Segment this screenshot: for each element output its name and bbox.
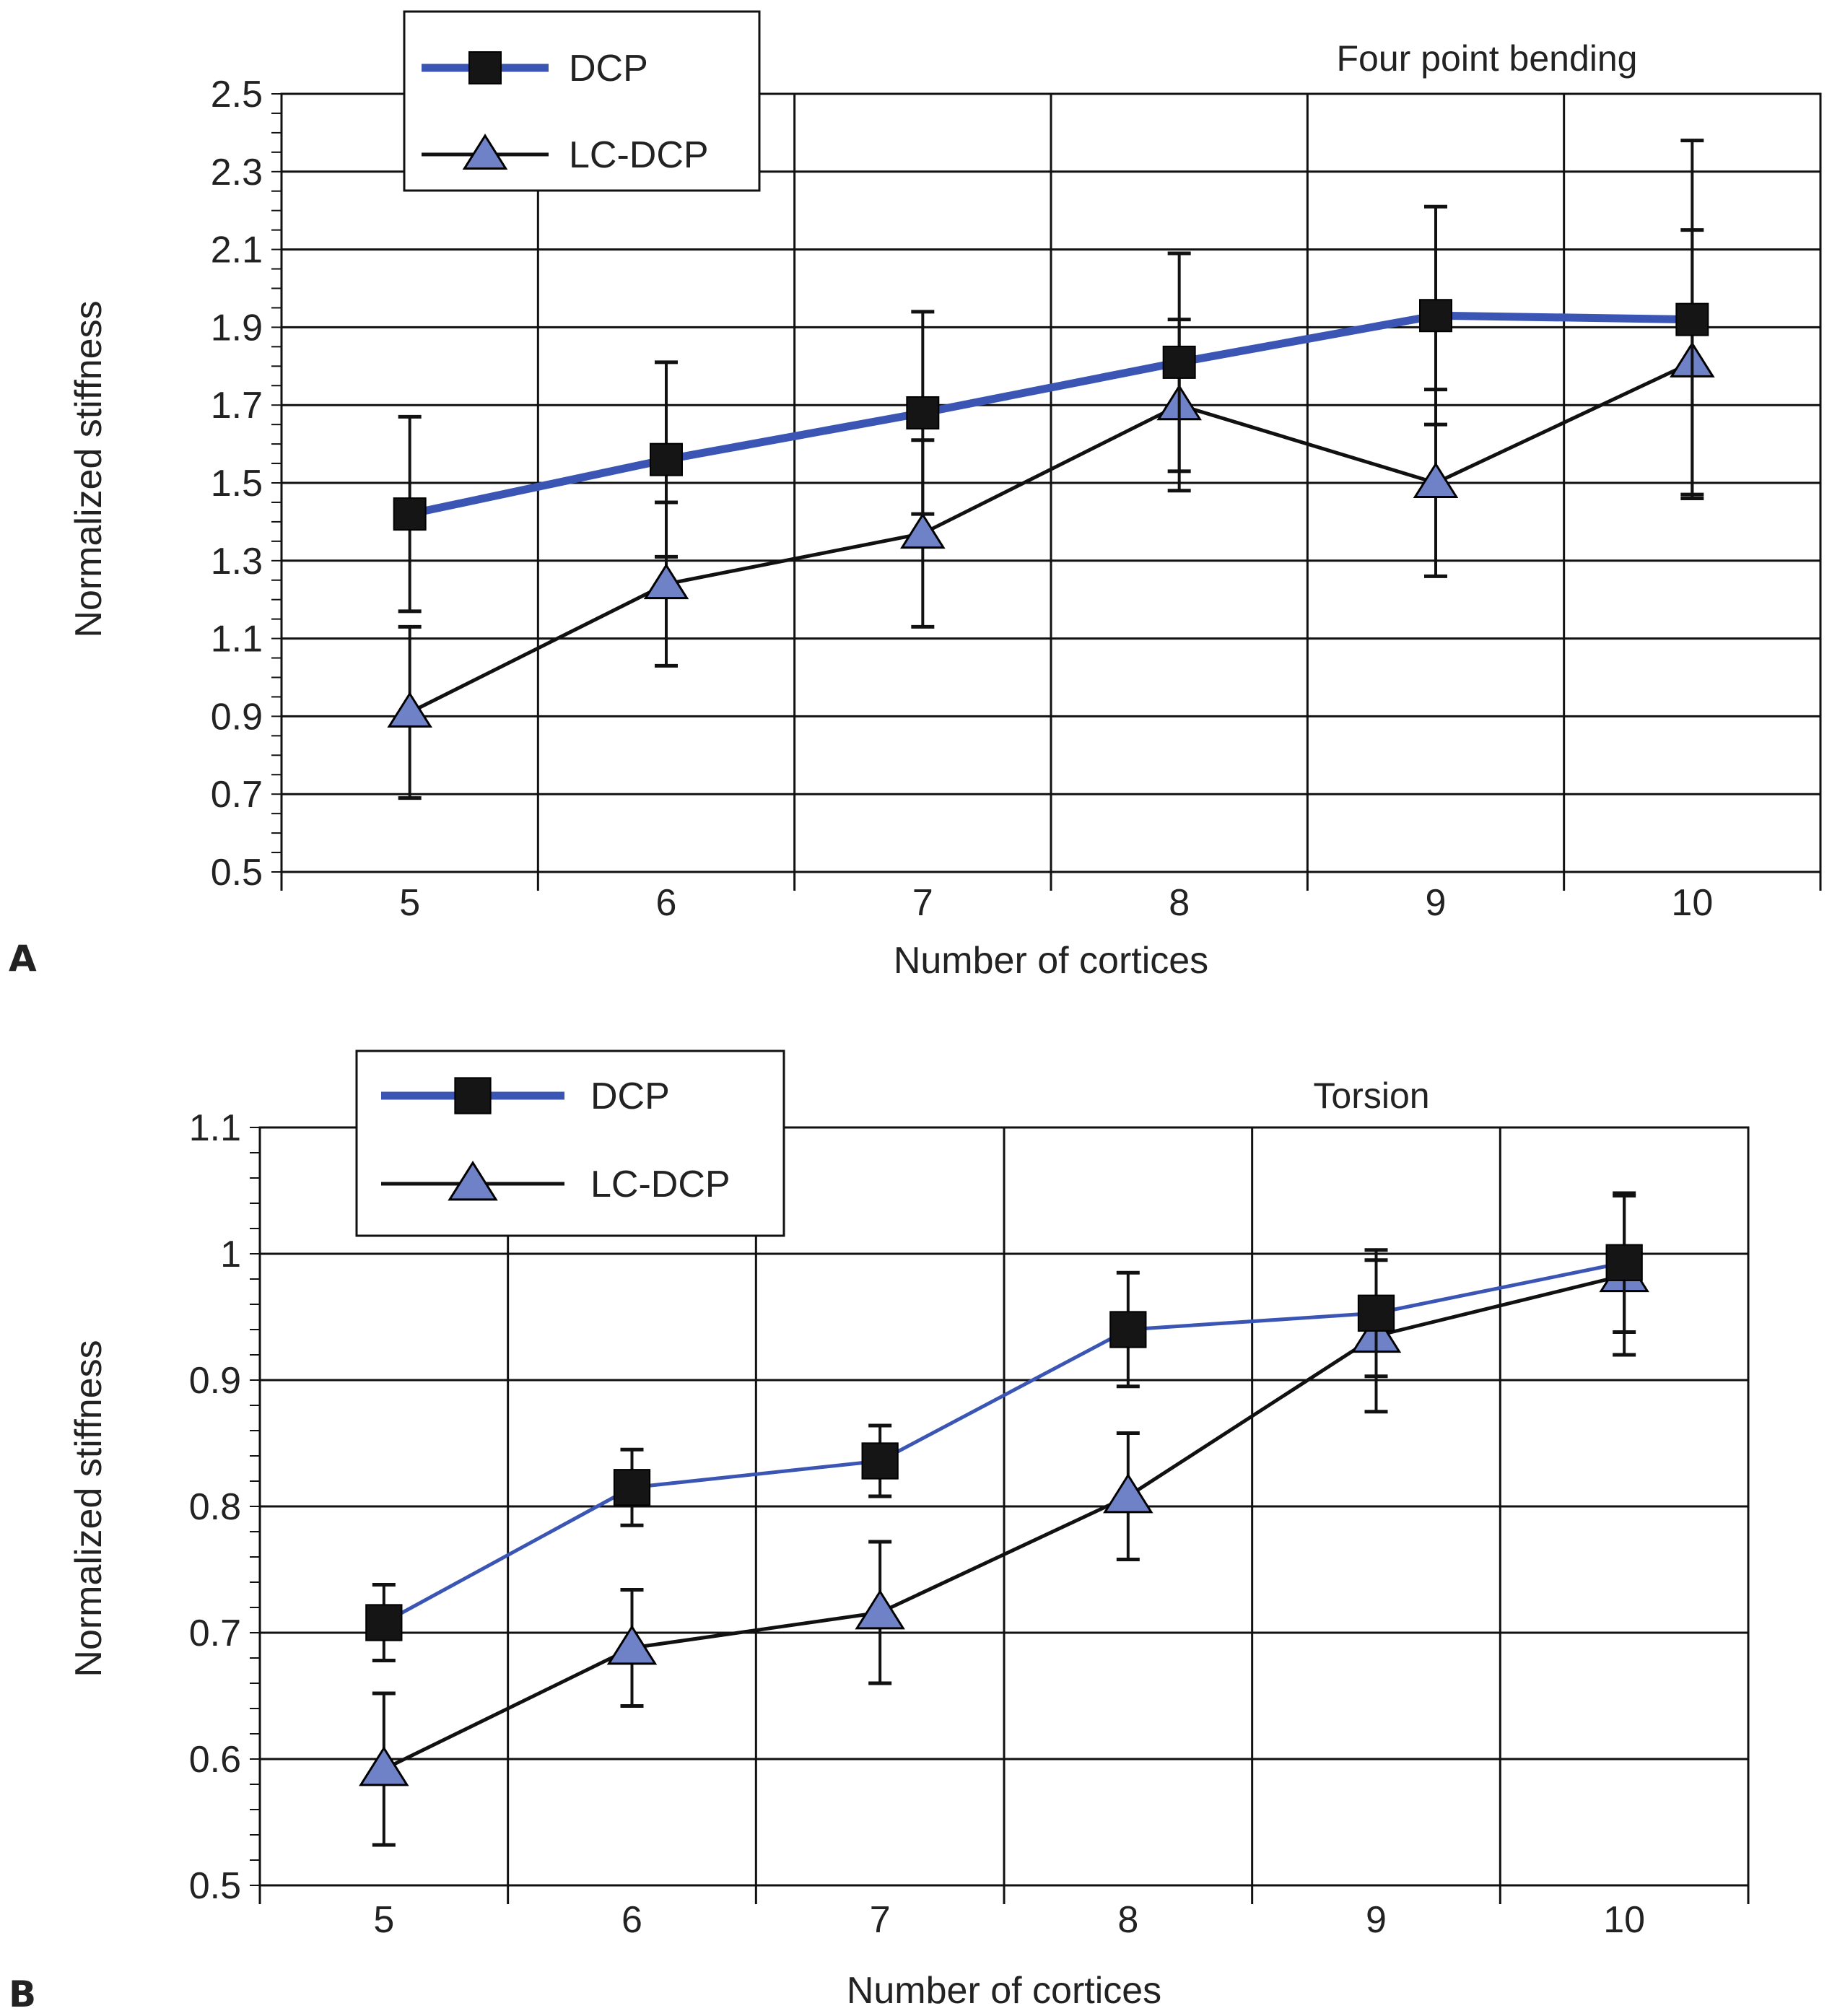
- data-point: [906, 396, 940, 429]
- data-point: [387, 691, 432, 728]
- x-axis-title: Number of cortices: [847, 1970, 1161, 2012]
- x-tick-label: 7: [912, 882, 933, 924]
- data-point: [365, 1604, 403, 1641]
- panel-letter-b: B: [9, 1973, 36, 2015]
- legend-label-lc-dcp: LC-DCP: [590, 1164, 730, 1205]
- x-tick-label: 6: [656, 882, 677, 924]
- series-line: [409, 360, 1693, 715]
- legend-marker-triangle: [462, 134, 508, 170]
- data-point: [855, 1589, 905, 1630]
- y-tick-label: 2.3: [211, 152, 263, 193]
- data-point: [1109, 1311, 1147, 1348]
- x-tick-label: 6: [621, 1899, 642, 1941]
- data-point: [1162, 345, 1196, 379]
- data-point: [359, 1746, 409, 1786]
- data-point: [393, 497, 427, 531]
- data-point: [1103, 1473, 1153, 1514]
- y-tick-label: 1.1: [189, 1107, 241, 1149]
- x-tick-label: 8: [1117, 1899, 1138, 1941]
- data-point: [861, 1442, 899, 1480]
- y-axis-title: Normalized stiffness: [68, 300, 110, 637]
- y-tick-label: 2.5: [211, 74, 263, 115]
- data-point: [1419, 299, 1452, 333]
- data-point: [1675, 302, 1709, 336]
- legend-box: [355, 1050, 785, 1237]
- y-tick-label: 0.8: [189, 1486, 241, 1528]
- chart-panel-b: 0.5 0.6 0.7 0.8 0.9 1 1.1 5 6 7 8 9 10 Number of cort…: [68, 1050, 1750, 2012]
- data-point: [900, 512, 946, 549]
- y-tick-label: 1.5: [211, 463, 263, 505]
- y-tick-label: 1.9: [211, 307, 263, 349]
- x-tick-label: 8: [1169, 882, 1190, 924]
- y-tick-label: 0.5: [189, 1865, 241, 1907]
- y-tick-label: 0.7: [211, 774, 263, 816]
- series-dcp: [365, 1191, 1643, 1662]
- legend-marker-triangle: [448, 1161, 498, 1201]
- y-tick-label: 0.5: [211, 852, 263, 894]
- panel-letter-a: A: [9, 938, 37, 979]
- data-point: [606, 1625, 658, 1665]
- x-tick-label: 7: [870, 1899, 891, 1941]
- y-tick-label: 0.9: [211, 696, 263, 738]
- y-tick-label: 2.1: [211, 230, 263, 271]
- plot-frame: [280, 92, 1822, 873]
- y-tick-label: 1.3: [211, 541, 263, 582]
- x-axis-title: Number of cortices: [894, 940, 1208, 982]
- plot-frame: [258, 1126, 1750, 1887]
- x-tick-label: 5: [373, 1899, 394, 1941]
- legend-label-dcp: DCP: [590, 1075, 670, 1117]
- legend-label-dcp: DCP: [569, 48, 648, 90]
- y-tick-label: 1.1: [211, 619, 263, 660]
- y-tick-label: 0.7: [189, 1613, 241, 1654]
- series-line: [383, 1260, 1625, 1625]
- y-tick-label: 0.6: [189, 1739, 241, 1781]
- data-point: [643, 563, 689, 600]
- series-line: [383, 1273, 1625, 1771]
- y-tick-label: 1.7: [211, 385, 263, 427]
- x-tick-label: 9: [1426, 882, 1447, 924]
- x-tick-label: 10: [1603, 1899, 1645, 1941]
- y-tick-label: 1: [220, 1234, 241, 1275]
- chart-title: Torsion: [1313, 1075, 1429, 1116]
- y-axis-title: Normalized stiffness: [68, 1340, 110, 1677]
- data-point: [650, 442, 683, 476]
- data-point: [1357, 1294, 1395, 1332]
- legend: DCP LC-DCP: [403, 10, 761, 192]
- chart-title: Four point bending: [1337, 38, 1638, 79]
- series-line: [409, 311, 1693, 518]
- x-tick-label: 10: [1671, 882, 1713, 924]
- y-tick-label: 0.9: [189, 1360, 241, 1402]
- data-point: [613, 1469, 651, 1506]
- x-tick-label: 9: [1366, 1899, 1387, 1941]
- series-dcp: [393, 139, 1709, 614]
- legend-label-lc-dcp: LC-DCP: [569, 134, 709, 176]
- x-tick-label: 5: [399, 882, 420, 924]
- legend: DCP LC-DCP: [355, 1050, 785, 1237]
- data-point: [1605, 1244, 1643, 1281]
- legend-marker-square: [454, 1077, 492, 1114]
- data-point: [1413, 462, 1459, 498]
- chart-panel-a: 0.5 0.7 0.9 1.1 1.3 1.5 1.7 1.9 2.1 2.3 2.5 5 6 7 8 9 10…: [68, 10, 1822, 982]
- legend-marker-square: [468, 51, 502, 84]
- legend-box: [403, 10, 761, 192]
